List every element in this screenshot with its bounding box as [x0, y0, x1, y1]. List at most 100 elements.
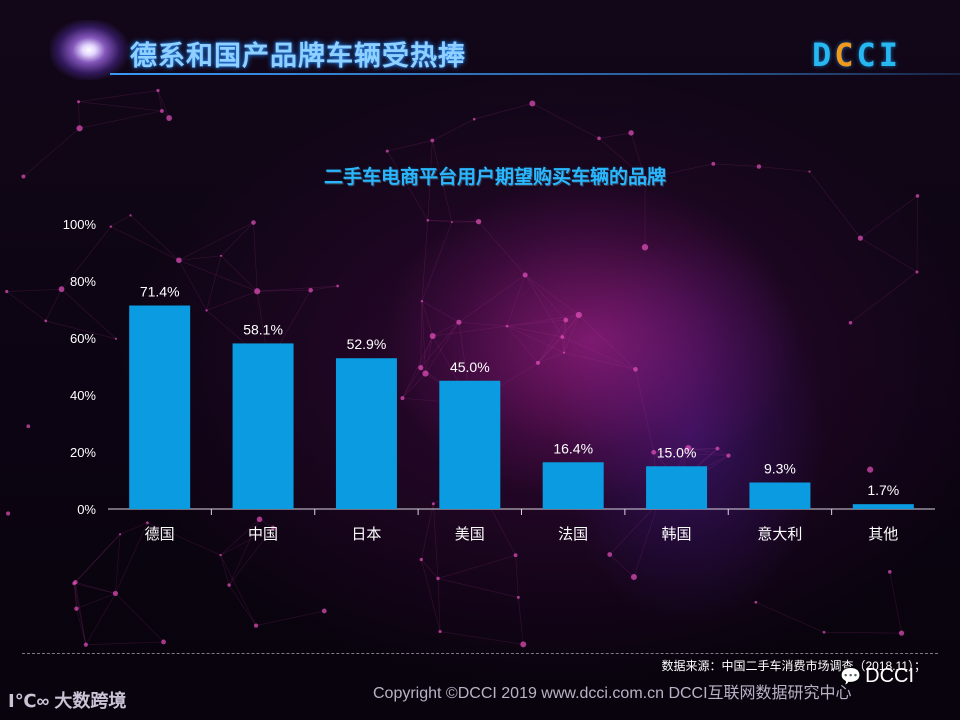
particle-link [427, 219, 479, 222]
particle-link [402, 335, 434, 399]
particle [44, 319, 48, 323]
x-tick-label: 德国 [145, 525, 175, 543]
lens-flare-icon [50, 20, 128, 80]
particle [607, 552, 613, 557]
particle-link [916, 195, 918, 272]
particle-link [421, 300, 460, 323]
particle-link [110, 226, 180, 261]
particle-link [598, 132, 632, 139]
particle [711, 161, 716, 166]
particle-link [73, 583, 87, 645]
chart-title: 二手车电商平台用户期望购买车辆的品牌 [323, 167, 666, 188]
particle [513, 553, 518, 558]
particle [857, 235, 864, 241]
particle-link [562, 314, 580, 338]
particle [641, 244, 649, 251]
particle-link [609, 502, 659, 555]
data-label: 52.9% [347, 336, 387, 352]
particle [563, 317, 569, 323]
particle [26, 424, 31, 429]
particle-link [45, 289, 62, 322]
particle [887, 570, 892, 574]
particle-link [440, 631, 524, 645]
particle-link [506, 319, 566, 327]
particle [436, 576, 440, 581]
particle [72, 581, 76, 586]
bar [232, 343, 294, 509]
particle-link [635, 369, 655, 453]
particle-link [75, 581, 116, 594]
particle-link [78, 90, 159, 103]
data-label: 15.0% [657, 444, 697, 460]
x-tick-label: 法国 [558, 525, 588, 543]
particle-link [713, 163, 759, 167]
bar [542, 462, 604, 509]
wechat-watermark: 💬 DCCI [840, 665, 914, 688]
particle-link [437, 578, 441, 632]
particle [628, 130, 634, 136]
particle-link [425, 322, 460, 374]
particle-link [537, 314, 580, 364]
particle [161, 639, 166, 645]
particle-link [75, 582, 77, 609]
data-label: 58.1% [243, 321, 283, 337]
particle-link [147, 522, 221, 556]
particle-link [633, 502, 659, 578]
particle [430, 138, 435, 143]
particle [256, 516, 263, 523]
particle [166, 115, 173, 121]
particle-link [653, 448, 718, 453]
particle [456, 319, 462, 325]
particle-link [809, 171, 861, 239]
particle-link [253, 222, 258, 292]
particle-link [420, 335, 434, 368]
particle [400, 396, 405, 401]
particle [898, 630, 905, 636]
particle-link [421, 301, 426, 374]
particle-link [73, 583, 116, 594]
particle-link [563, 314, 580, 353]
particle [754, 600, 758, 604]
bar [646, 466, 708, 509]
particle-link [420, 503, 434, 560]
particle-link [61, 226, 112, 290]
particle-link [433, 503, 439, 579]
particle-link [824, 631, 902, 634]
particle-link [228, 519, 260, 586]
y-tick-label: 0% [77, 502, 96, 517]
particle [83, 642, 88, 647]
particle-link [206, 290, 258, 311]
particle-link [110, 215, 131, 227]
particle-link [515, 555, 519, 598]
particle-link [178, 222, 254, 261]
particle-link [310, 285, 338, 291]
particle-link [78, 101, 80, 129]
particle-link [23, 128, 80, 177]
particle [219, 254, 223, 257]
particle-link [517, 597, 524, 645]
particle [642, 176, 648, 181]
particle [597, 136, 601, 141]
particle [848, 320, 853, 325]
particle [429, 333, 436, 340]
particle [575, 311, 582, 319]
particle-link [432, 325, 508, 337]
particle-link [178, 259, 258, 292]
particle [633, 367, 638, 372]
particle [520, 641, 527, 648]
particle [475, 218, 482, 225]
particle-link [421, 220, 429, 302]
particle-link [75, 533, 121, 583]
particle [227, 583, 231, 587]
particle-link [76, 608, 87, 645]
particle-link [421, 222, 453, 302]
particle-link [228, 527, 274, 586]
particle-link [119, 522, 148, 535]
particle [472, 117, 476, 121]
x-tick-label: 其他 [868, 525, 898, 543]
data-label: 45.0% [450, 359, 490, 375]
particle [651, 449, 657, 455]
particle-link [860, 195, 918, 239]
particle [808, 170, 811, 173]
